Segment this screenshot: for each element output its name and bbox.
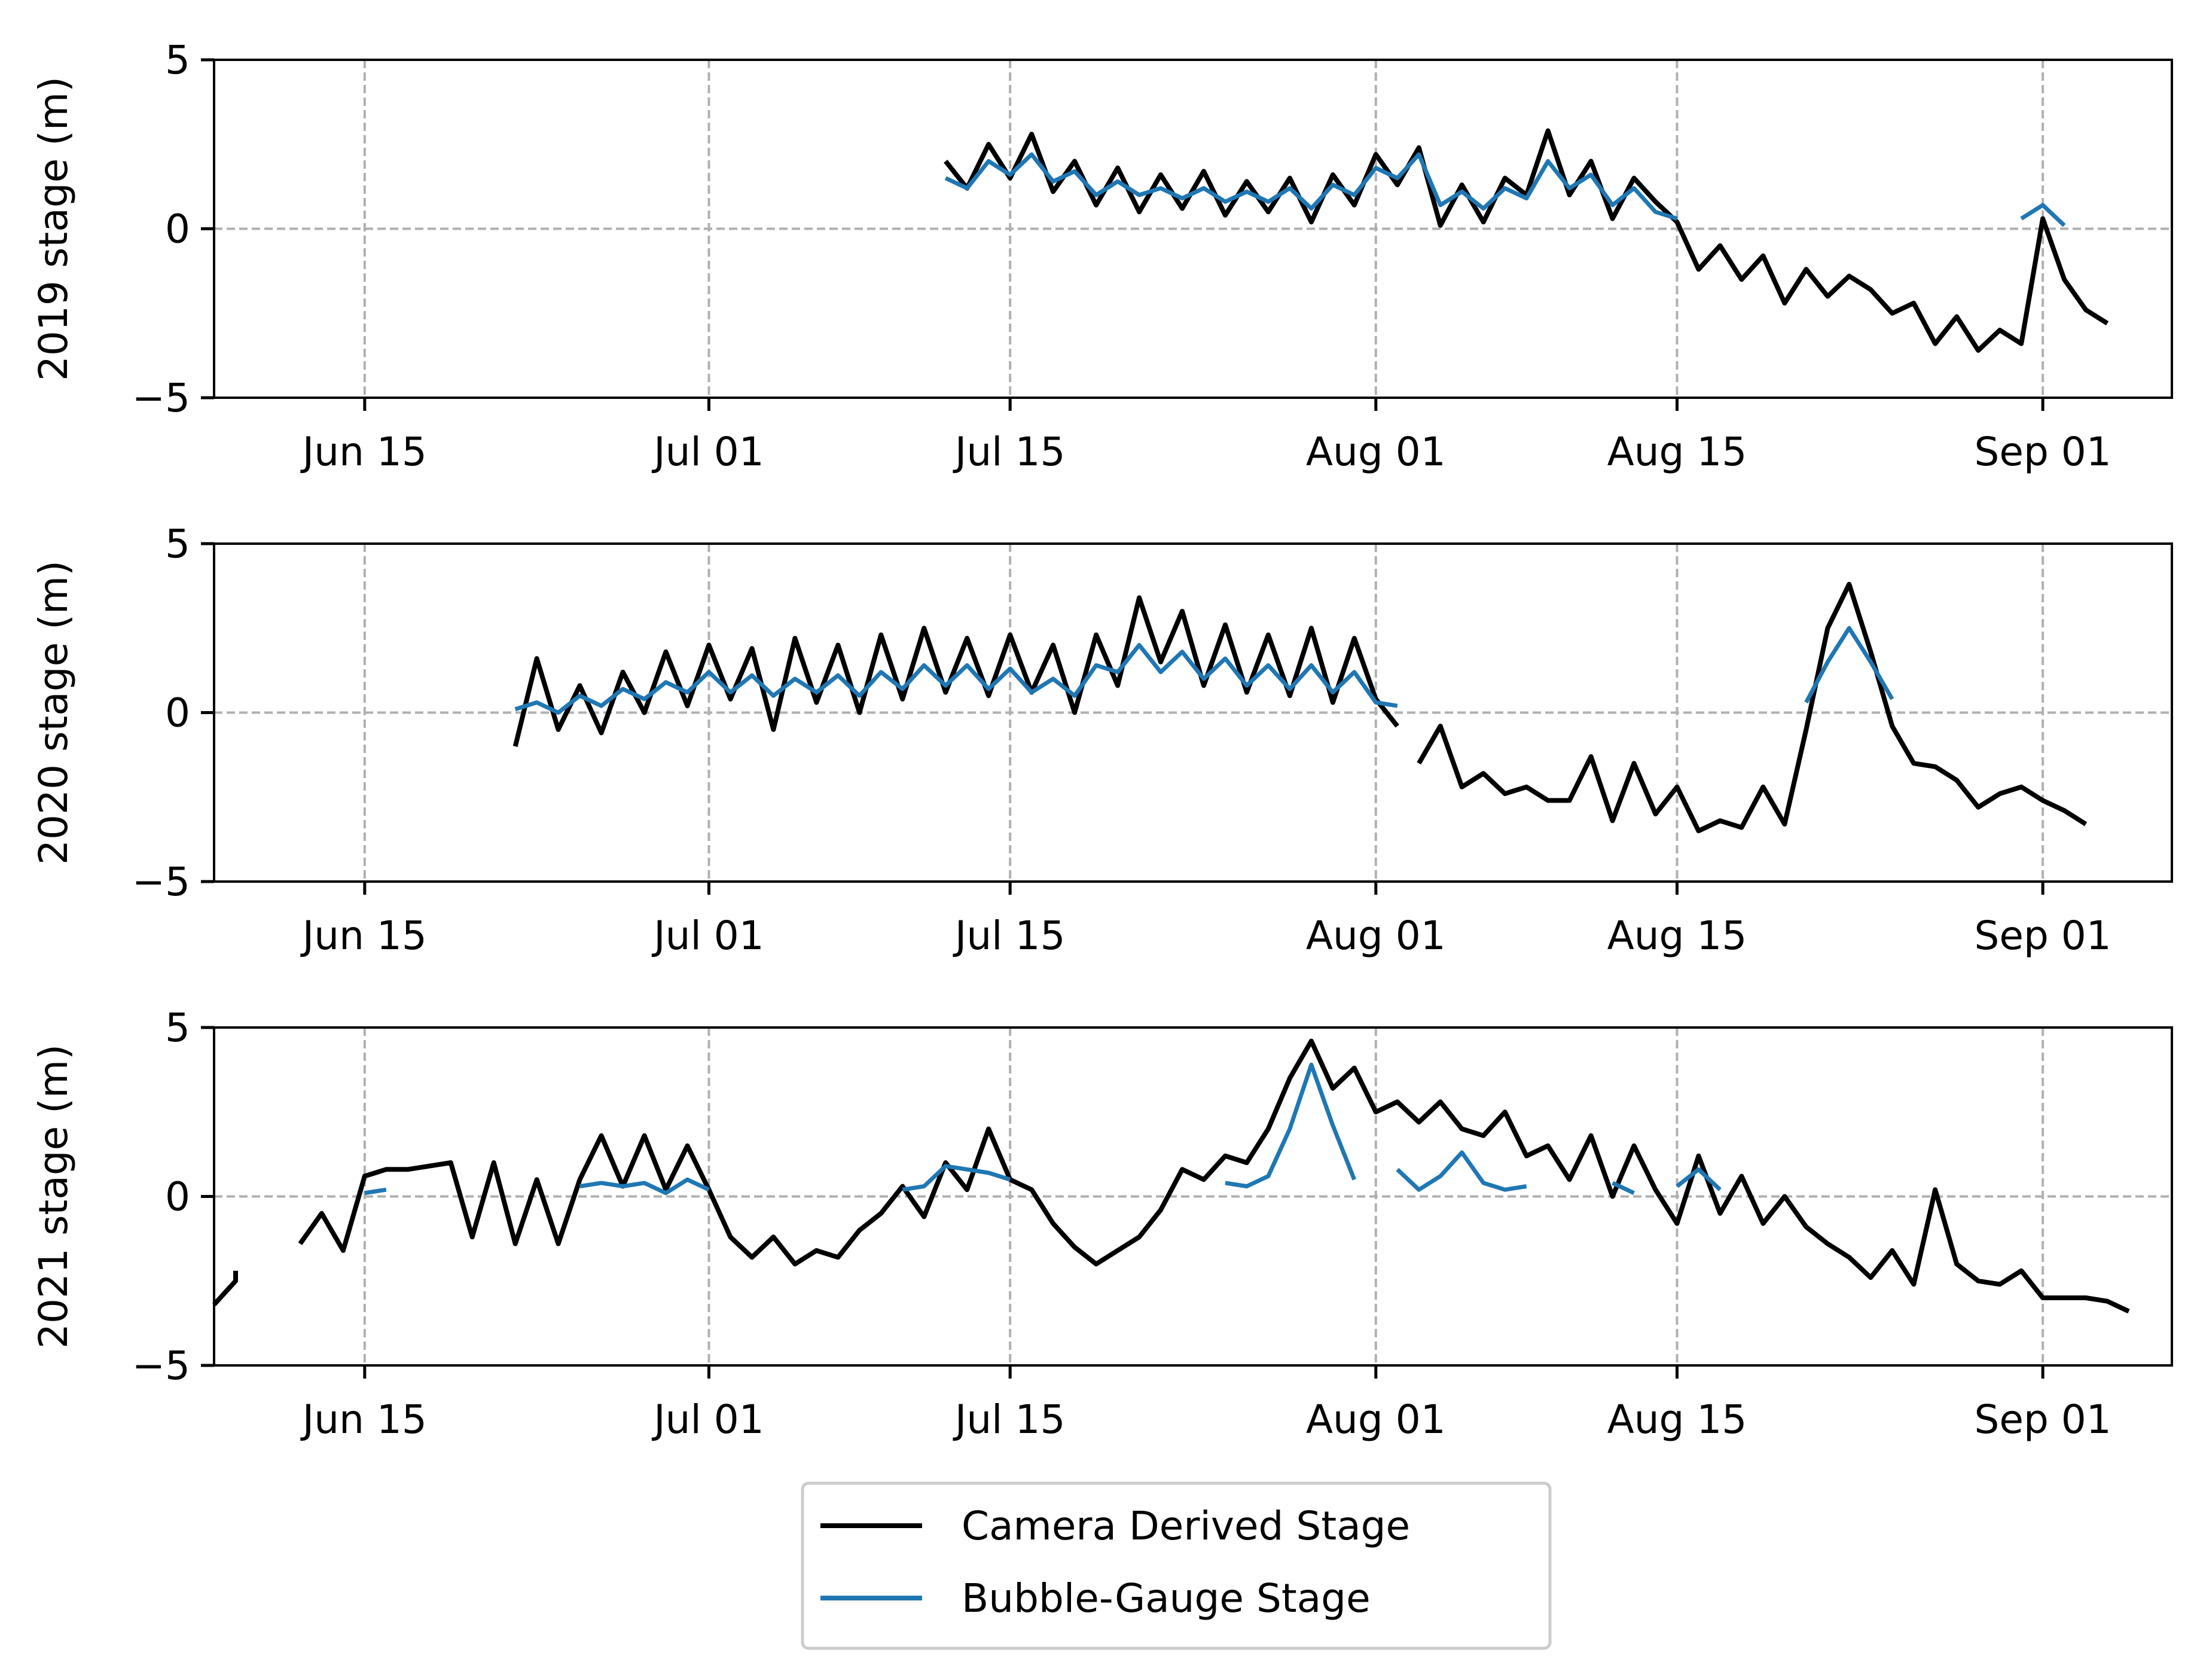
panel-2: 5 0 −5 Jun 15 Jul 01 Jul 15 Aug 01 Aug 15 Sep 01… bbox=[30, 1005, 2173, 1443]
legend-label-bubble: Bubble-Gauge Stage bbox=[962, 1575, 1371, 1621]
panel-0: 5 0 −5 Jun 15 Jul 01 Jul 15 Aug 01 Aug 15 Sep 01… bbox=[30, 37, 2173, 475]
y-tick-label: −5 bbox=[132, 1343, 190, 1389]
x-tick-label: Jul 15 bbox=[953, 1397, 1066, 1443]
x-tick-label: Jul 01 bbox=[651, 913, 764, 959]
legend-box bbox=[801, 1481, 1552, 1650]
y-axis-label: 2020 stage (m) bbox=[30, 560, 77, 865]
x-tick-label: Jul 01 bbox=[651, 1397, 764, 1443]
y-tick-label: −5 bbox=[132, 859, 190, 905]
x-tick-label: Sep 01 bbox=[1974, 1397, 2111, 1443]
x-tick-label: Jul 15 bbox=[953, 913, 1066, 959]
bubble-gauge-stage-line bbox=[944, 152, 2066, 227]
panel-1: 5 0 −5 Jun 15 Jul 01 Jul 15 Aug 01 Aug 15 Sep 01… bbox=[30, 521, 2173, 959]
panels: 5 0 −5 Jun 15 Jul 01 Jul 15 Aug 01 Aug 15 Sep 01… bbox=[30, 37, 2173, 1443]
x-tick-label: Jun 15 bbox=[300, 429, 427, 475]
x-tick-label: Sep 01 bbox=[1974, 429, 2111, 475]
x-tick-label: Aug 01 bbox=[1306, 913, 1446, 959]
x-tick-label: Aug 15 bbox=[1607, 913, 1747, 959]
y-tick-label: −5 bbox=[132, 375, 190, 421]
y-tick-label: 5 bbox=[165, 1005, 190, 1051]
x-tick-label: Jun 15 bbox=[300, 913, 427, 959]
x-tick-label: Aug 01 bbox=[1306, 1397, 1446, 1443]
bubble-gauge-stage-line bbox=[514, 626, 1894, 715]
y-tick-label: 5 bbox=[165, 37, 190, 83]
x-tick-label: Sep 01 bbox=[1974, 913, 2111, 959]
y-axis-label: 2021 stage (m) bbox=[30, 1044, 77, 1349]
y-tick-label: 0 bbox=[165, 690, 190, 736]
legend: Camera Derived Stage Bubble-Gauge Stage bbox=[801, 1481, 1552, 1650]
y-axis-label: 2019 stage (m) bbox=[30, 77, 77, 381]
camera-stage-line bbox=[212, 1038, 2130, 1314]
legend-label-camera: Camera Derived Stage bbox=[962, 1503, 1410, 1549]
x-tick-label: Aug 01 bbox=[1306, 429, 1446, 475]
bubble-gauge-stage-line bbox=[364, 1062, 1722, 1196]
y-tick-label: 5 bbox=[165, 521, 190, 567]
x-tick-label: Aug 15 bbox=[1607, 429, 1747, 475]
x-tick-label: Jul 01 bbox=[651, 429, 764, 475]
x-tick-label: Aug 15 bbox=[1607, 1397, 1747, 1443]
x-tick-label: Jul 15 bbox=[953, 429, 1066, 475]
x-tick-label: Jun 15 bbox=[300, 1397, 427, 1443]
y-tick-label: 0 bbox=[165, 206, 190, 252]
y-tick-label: 0 bbox=[165, 1174, 190, 1220]
